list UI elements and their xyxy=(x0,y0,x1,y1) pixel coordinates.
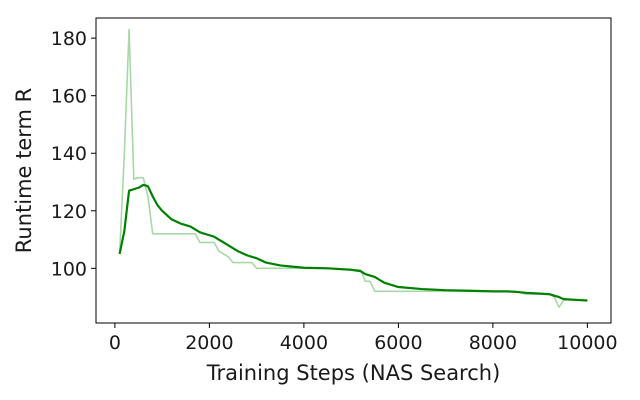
y-axis-label: Runtime term R xyxy=(12,88,36,254)
y-tick-label: 120 xyxy=(51,201,87,223)
series-line-raw xyxy=(118,28,588,308)
x-tick-label: 8000 xyxy=(469,332,517,354)
x-tick-label: 0 xyxy=(109,332,121,354)
y-tick-label: 160 xyxy=(51,86,87,108)
y-tick-label: 100 xyxy=(51,258,87,280)
y-tick-label: 140 xyxy=(51,143,87,165)
x-tick-label: 4000 xyxy=(280,332,328,354)
y-tick-label: 180 xyxy=(51,28,87,50)
x-tick-label: 2000 xyxy=(185,332,233,354)
x-tick-label: 10000 xyxy=(557,332,617,354)
series-layer xyxy=(118,28,588,308)
plot-frame xyxy=(95,17,612,324)
x-axis-label: Training Steps (NAS Search) xyxy=(206,361,501,385)
series-line-smoothed xyxy=(118,183,588,302)
y-axis: 100 120 140 160 180 xyxy=(51,28,96,280)
x-tick-label: 6000 xyxy=(374,332,422,354)
x-axis: 0 2000 4000 6000 8000 10000 xyxy=(109,323,618,354)
